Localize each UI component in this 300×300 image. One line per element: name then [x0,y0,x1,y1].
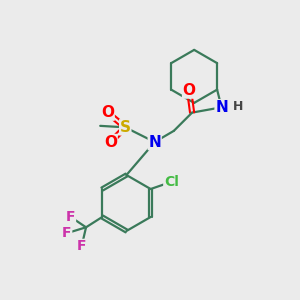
Text: F: F [77,239,86,254]
Text: Cl: Cl [164,175,179,189]
Text: F: F [62,226,72,240]
Text: O: O [104,134,117,149]
Text: S: S [120,120,131,135]
Text: N: N [148,134,161,149]
Text: H: H [233,100,243,113]
Text: O: O [101,105,114,120]
Text: N: N [215,100,228,115]
Text: O: O [183,83,196,98]
Text: F: F [66,210,76,224]
